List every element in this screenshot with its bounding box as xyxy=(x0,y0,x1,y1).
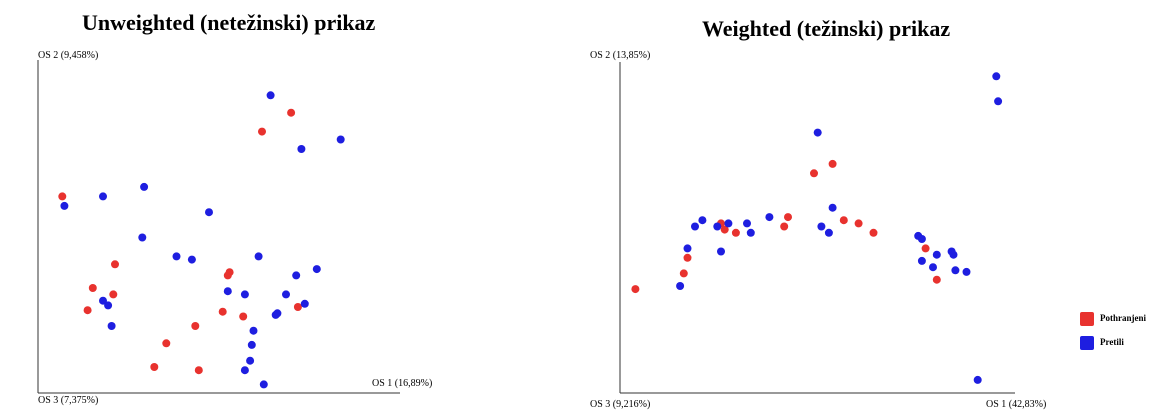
data-point-pothranjeni xyxy=(631,285,640,294)
data-point-pretili xyxy=(724,219,733,228)
data-point-pothranjeni xyxy=(258,127,266,136)
data-point-pothranjeni xyxy=(58,192,67,201)
data-point-pretili xyxy=(259,380,268,389)
data-point-pretili xyxy=(297,145,306,153)
data-point-pothranjeni xyxy=(287,108,296,117)
origin-axis-label: OS 3 (9,216%) xyxy=(590,399,651,410)
data-points xyxy=(631,72,1003,384)
data-point-pretili xyxy=(676,282,685,290)
data-point-pretili xyxy=(312,265,321,274)
data-point-pretili xyxy=(992,72,1001,81)
data-point-pretili xyxy=(247,340,256,349)
data-point-pothranjeni xyxy=(683,253,692,262)
x-axis-label: OS 1 (16,89%) xyxy=(372,378,433,389)
data-point-pretili xyxy=(273,309,282,318)
data-point-pretili xyxy=(917,235,926,243)
data-point-pretili xyxy=(973,375,982,384)
data-point-pretili xyxy=(717,247,725,256)
data-point-pothranjeni xyxy=(869,228,878,237)
scatter-plot-weighted xyxy=(619,62,1015,394)
scatter-plot-unweighted xyxy=(37,60,400,394)
data-point-pretili xyxy=(205,208,213,217)
data-point-pretili xyxy=(282,290,290,299)
data-points xyxy=(58,91,345,389)
data-point-pothranjeni xyxy=(83,306,92,315)
data-point-pothranjeni xyxy=(162,339,171,348)
data-point-pretili xyxy=(765,213,774,222)
data-point-pothranjeni xyxy=(780,222,789,231)
data-point-pretili xyxy=(949,250,958,259)
data-point-pretili xyxy=(683,244,692,253)
data-point-pretili xyxy=(817,222,826,231)
data-point-pretili xyxy=(246,356,255,365)
legend-swatch-red xyxy=(1080,312,1094,326)
data-point-pretili xyxy=(698,216,707,225)
data-point-pothranjeni xyxy=(191,322,200,330)
data-point-pretili xyxy=(300,299,309,308)
data-point-pretili xyxy=(932,250,941,259)
data-point-pretili xyxy=(746,228,755,237)
data-point-pretili xyxy=(713,222,722,231)
data-point-pothranjeni xyxy=(111,260,119,269)
chart-panel-unweighted: Unweighted (netežinski) prikaz OS 2 (9,4… xyxy=(0,0,460,414)
y-axis-label: OS 2 (13,85%) xyxy=(590,50,651,61)
data-point-pretili xyxy=(951,266,960,275)
data-point-pothranjeni xyxy=(225,268,234,277)
data-point-pretili xyxy=(266,91,275,100)
legend-swatch-blue xyxy=(1080,336,1094,350)
data-point-pretili xyxy=(107,322,116,330)
chart-title: Unweighted (netežinski) prikaz xyxy=(82,10,376,35)
data-point-pothranjeni xyxy=(239,312,248,321)
data-point-pretili xyxy=(962,267,971,276)
data-point-pothranjeni xyxy=(293,303,302,311)
data-point-pretili xyxy=(824,228,833,237)
data-point-pothranjeni xyxy=(720,225,729,234)
data-point-pothranjeni xyxy=(150,363,159,371)
data-point-pretili xyxy=(813,128,822,137)
data-point-pothranjeni xyxy=(731,228,740,237)
data-point-pothranjeni xyxy=(932,275,941,284)
chart-panel-weighted: Weighted (težinski) prikaz OS 2 (13,85%)… xyxy=(590,0,1046,414)
data-point-pretili xyxy=(223,287,232,296)
y-axis-label: OS 2 (9,458%) xyxy=(38,50,99,61)
chart-title: Weighted (težinski) prikaz xyxy=(702,16,951,41)
data-point-pothranjeni xyxy=(839,216,848,225)
data-point-pretili xyxy=(99,192,107,201)
data-point-pretili xyxy=(138,233,147,242)
data-point-pretili xyxy=(60,201,69,210)
data-point-pretili xyxy=(743,219,751,228)
data-point-pretili xyxy=(249,326,258,335)
data-point-pothranjeni xyxy=(218,307,227,316)
data-point-pothranjeni xyxy=(921,244,930,253)
data-point-pretili xyxy=(691,222,699,231)
data-point-pretili xyxy=(336,135,345,144)
data-point-pretili xyxy=(104,301,113,310)
data-point-pretili xyxy=(172,252,181,261)
data-point-pretili xyxy=(254,252,263,261)
data-point-pretili xyxy=(140,182,149,191)
data-point-pretili xyxy=(187,255,196,264)
data-point-pothranjeni xyxy=(784,213,792,222)
data-point-pothranjeni xyxy=(828,159,837,168)
data-point-pothranjeni xyxy=(854,219,863,228)
data-point-pothranjeni xyxy=(679,269,688,278)
data-point-pretili xyxy=(240,366,249,375)
legend-label: Pretili xyxy=(1100,337,1124,347)
data-point-pothranjeni xyxy=(194,366,203,375)
data-point-pretili xyxy=(99,296,107,305)
data-point-pretili xyxy=(292,271,301,280)
data-point-pothranjeni xyxy=(88,284,97,292)
data-point-pothranjeni xyxy=(810,169,818,178)
origin-axis-label: OS 3 (7,375%) xyxy=(38,395,99,406)
data-point-pretili xyxy=(929,263,937,272)
data-point-pretili xyxy=(828,203,837,212)
data-point-pothranjeni xyxy=(109,290,118,299)
legend-label: Pothranjeni xyxy=(1100,313,1146,323)
data-point-pretili xyxy=(994,97,1003,106)
x-axis-label: OS 1 (42,83%) xyxy=(986,399,1047,410)
data-point-pretili xyxy=(917,256,926,265)
data-point-pretili xyxy=(240,290,249,299)
